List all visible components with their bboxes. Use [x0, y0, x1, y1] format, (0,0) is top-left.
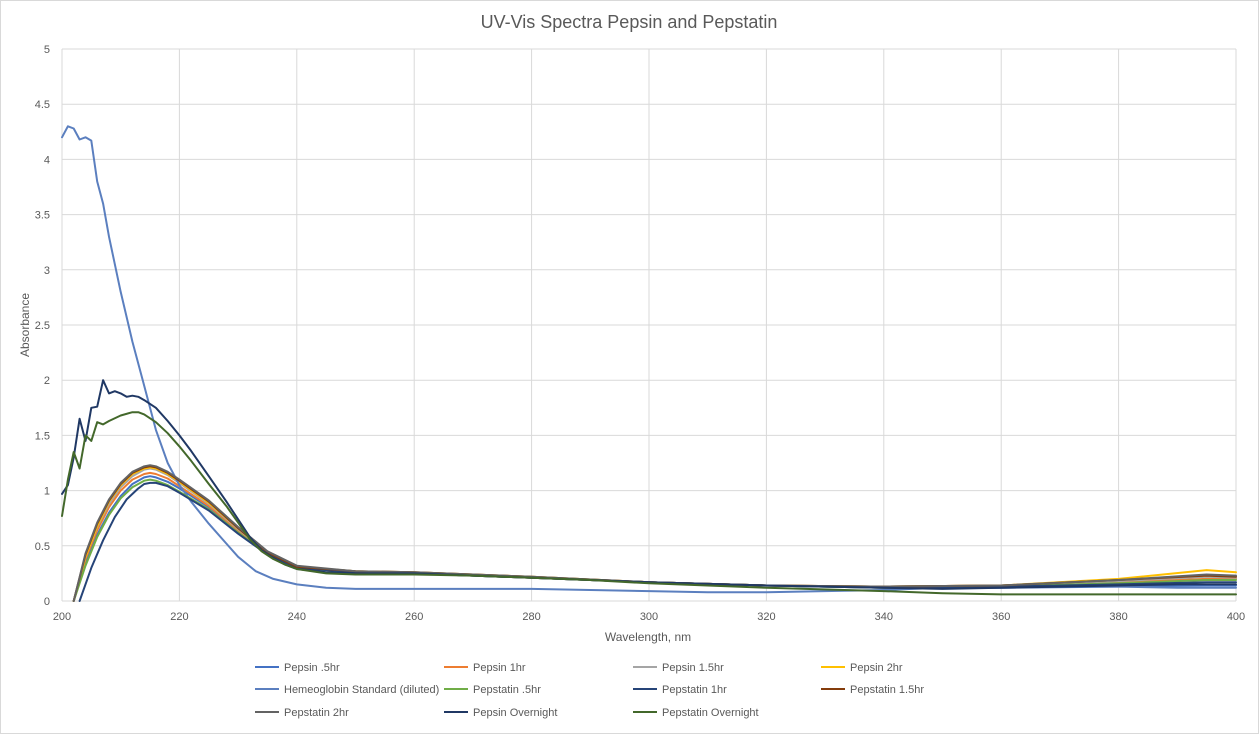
legend-item: Pepsin 1.5hr: [633, 662, 724, 674]
x-tick-label: 380: [1109, 611, 1127, 623]
x-tick-label: 240: [288, 611, 306, 623]
legend: Pepsin .5hr Pepsin 1hr Pepsin 1.5hr Pepsin …: [255, 662, 924, 719]
legend-label: Pepsin 1.5hr: [662, 662, 724, 674]
y-tick-label: 5: [44, 44, 50, 56]
y-tick-label: 3.5: [35, 210, 50, 222]
y-axis-title: Absorbance: [18, 293, 32, 357]
legend-item: Pepsin .5hr: [255, 662, 340, 674]
y-tick-labels: 0 0.5 1 1.5 2 2.5 3 3.5 4 4.5 5: [35, 44, 50, 608]
y-tick-label: 4.5: [35, 99, 50, 111]
x-tick-label: 280: [522, 611, 540, 623]
x-tick-label: 360: [992, 611, 1010, 623]
legend-label: Pepstatin Overnight: [662, 707, 759, 719]
y-tick-label: 1.5: [35, 430, 50, 442]
x-tick-label: 400: [1227, 611, 1245, 623]
y-tick-label: 0: [44, 596, 50, 608]
legend-item: Pepstatin Overnight: [633, 707, 759, 719]
x-tick-labels: 200 220 240 260 280 300 320 340 360 380 400: [53, 611, 1245, 623]
series-line-9: [72, 464, 1237, 602]
gridlines: [61, 48, 1237, 602]
legend-label: Pepsin Overnight: [473, 707, 557, 719]
x-tick-label: 320: [757, 611, 775, 623]
series-line-10: [61, 379, 1237, 590]
x-tick-label: 260: [405, 611, 423, 623]
legend-label: Pepstatin 1hr: [662, 684, 727, 696]
legend-item: Pepsin Overnight: [444, 707, 557, 719]
x-tick-label: 220: [170, 611, 188, 623]
legend-item: Pepsin 1hr: [444, 662, 526, 674]
legend-item: Pepstatin .5hr: [444, 684, 541, 696]
x-tick-label: 340: [875, 611, 893, 623]
y-tick-label: 0.5: [35, 541, 50, 553]
legend-label: Pepsin 2hr: [850, 662, 903, 674]
legend-label: Pepsin 1hr: [473, 662, 526, 674]
legend-label: Pepstatin 1.5hr: [850, 684, 924, 696]
legend-label: Pepsin .5hr: [284, 662, 340, 674]
legend-label: Pepstatin 2hr: [284, 707, 349, 719]
series-lines: [61, 125, 1237, 602]
series-line-11: [61, 411, 1237, 596]
chart-title: UV-Vis Spectra Pepsin and Pepstatin: [481, 12, 778, 32]
y-tick-label: 3: [44, 265, 50, 277]
x-axis-title: Wavelength, nm: [605, 630, 691, 644]
legend-item: Pepsin 2hr: [821, 662, 903, 674]
x-tick-label: 200: [53, 611, 71, 623]
y-tick-label: 1: [44, 486, 50, 498]
legend-item: Pepstatin 1hr: [633, 684, 727, 696]
legend-label: Hemeoglobin Standard (diluted): [284, 684, 439, 696]
x-tick-label: 300: [640, 611, 658, 623]
y-tick-label: 4: [44, 154, 50, 166]
legend-item: Pepstatin 2hr: [255, 707, 349, 719]
legend-label: Pepstatin .5hr: [473, 684, 541, 696]
legend-item: Hemeoglobin Standard (diluted): [255, 684, 439, 696]
y-tick-label: 2: [44, 375, 50, 387]
legend-item: Pepstatin 1.5hr: [821, 684, 924, 696]
y-tick-label: 2.5: [35, 320, 50, 332]
